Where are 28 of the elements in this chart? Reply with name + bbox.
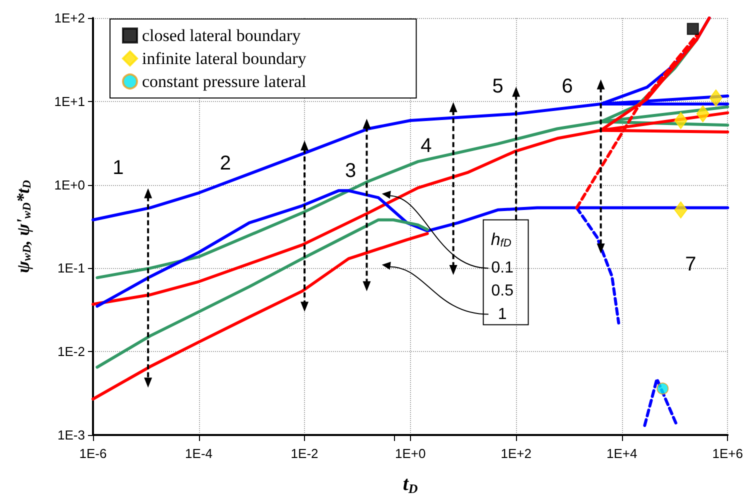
annotation: 0.1: [491, 260, 514, 277]
x-tick-label: 1E+0: [394, 446, 426, 461]
annotation: 6: [562, 76, 573, 98]
annotation: 7: [685, 254, 696, 276]
annotation: 4: [420, 135, 432, 158]
annotation: 3: [344, 160, 356, 182]
legend-label: infinite lateral boundary: [142, 49, 307, 68]
x-tick-label: 1E+4: [606, 446, 638, 461]
annotation: 5: [492, 76, 504, 98]
x-tick-label: 1E+2: [500, 446, 532, 461]
y-tick-label: 1E+1: [54, 94, 85, 109]
annotation: 0.5: [491, 282, 514, 300]
annotation: 2: [220, 152, 232, 175]
x-tick-label: 1E-2: [290, 446, 318, 461]
x-tick-label: 1E-4: [185, 446, 213, 461]
y-tick-label: 1E+2: [54, 10, 85, 26]
annotation: 1: [498, 306, 507, 323]
legend-label: constant pressure lateral: [142, 72, 307, 91]
y-tick-label: 1E+0: [54, 177, 85, 192]
x-tick-label: 1E+6: [712, 446, 744, 461]
legend-label: closed lateral boundary: [142, 26, 302, 45]
y-tick-label: 1E-3: [58, 428, 85, 442]
annotation: 1: [112, 156, 124, 179]
y-axis-title: ψwD, ψ'wD*tD: [12, 179, 34, 273]
annotation: hfD: [490, 230, 512, 250]
x-tick-label: 1E-6: [79, 446, 107, 461]
y-tick-label: 1E-2: [58, 344, 85, 360]
y-tick-label: 1E-1: [58, 260, 85, 276]
